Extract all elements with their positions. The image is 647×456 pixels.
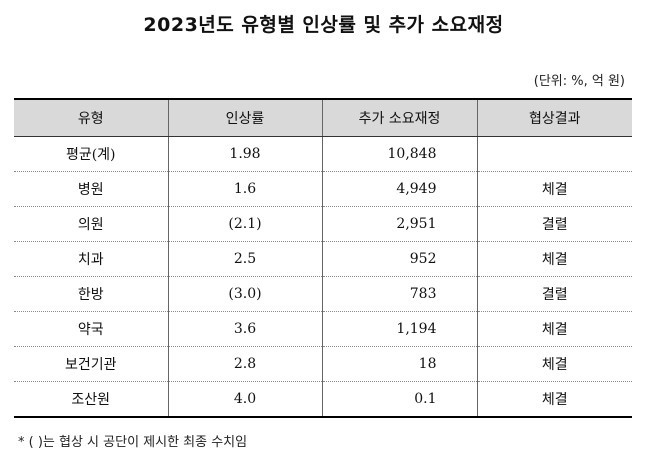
- cell-type: 조산원: [14, 381, 168, 418]
- cell-result: 체결: [476, 381, 632, 418]
- page-title: 2023년도 유형별 인상률 및 추가 소요재정: [143, 14, 504, 36]
- table-row: 병원 1.6 4,949 체결: [14, 171, 632, 207]
- cell-budget: 10,848: [321, 136, 477, 172]
- cell-budget: 952: [321, 241, 477, 277]
- header-rate: 인상률: [167, 98, 322, 137]
- cell-budget: 1,194: [321, 311, 477, 347]
- cell-result: 체결: [476, 171, 632, 207]
- cell-type: 보건기관: [14, 346, 168, 382]
- cell-rate: 4.0: [167, 381, 322, 418]
- cell-rate: (2.1): [167, 206, 322, 242]
- cell-type: 평균(계): [14, 136, 168, 172]
- cell-type: 약국: [14, 311, 168, 347]
- table-header-row: 유형 인상률 추가 소요재정 협상결과: [14, 98, 632, 137]
- cell-rate: 1.6: [167, 171, 322, 207]
- cell-result: 결렬: [476, 276, 632, 312]
- footnote: * ( )는 협상 시 공단이 제시한 최종 수치임: [18, 435, 248, 450]
- header-result: 협상결과: [476, 98, 632, 137]
- cell-result: 체결: [476, 241, 632, 277]
- table-row: 보건기관 2.8 18 체결: [14, 346, 632, 382]
- table-row: 의원 (2.1) 2,951 결렬: [14, 206, 632, 242]
- header-budget: 추가 소요재정: [321, 98, 477, 137]
- cell-result: 체결: [476, 311, 632, 347]
- cell-rate: 2.8: [167, 346, 322, 382]
- table-row: 평균(계) 1.98 10,848: [14, 136, 632, 172]
- table-row: 치과 2.5 952 체결: [14, 241, 632, 277]
- unit-label: (단위: %, 억 원): [533, 74, 625, 89]
- cell-rate: 3.6: [167, 311, 322, 347]
- cell-result: 체결: [476, 346, 632, 382]
- cell-type: 병원: [14, 171, 168, 207]
- header-type: 유형: [14, 98, 168, 137]
- cell-rate: 1.98: [167, 136, 322, 172]
- cell-budget: 18: [321, 346, 477, 382]
- table-row: 약국 3.6 1,194 체결: [14, 311, 632, 347]
- table-row: 한방 (3.0) 783 결렬: [14, 276, 632, 312]
- cell-rate: (3.0): [167, 276, 322, 312]
- cell-type: 의원: [14, 206, 168, 242]
- cell-budget: 783: [321, 276, 477, 312]
- cell-budget: 0.1: [321, 381, 477, 418]
- cell-result: 결렬: [476, 206, 632, 242]
- cell-budget: 2,951: [321, 206, 477, 242]
- cell-type: 치과: [14, 241, 168, 277]
- cell-budget: 4,949: [321, 171, 477, 207]
- cell-result: [476, 136, 632, 172]
- cell-rate: 2.5: [167, 241, 322, 277]
- table-row: 조산원 4.0 0.1 체결: [14, 381, 632, 418]
- budget-table: 유형 인상률 추가 소요재정 협상결과 평균(계) 1.98 10,848 병원…: [14, 98, 632, 418]
- cell-type: 한방: [14, 276, 168, 312]
